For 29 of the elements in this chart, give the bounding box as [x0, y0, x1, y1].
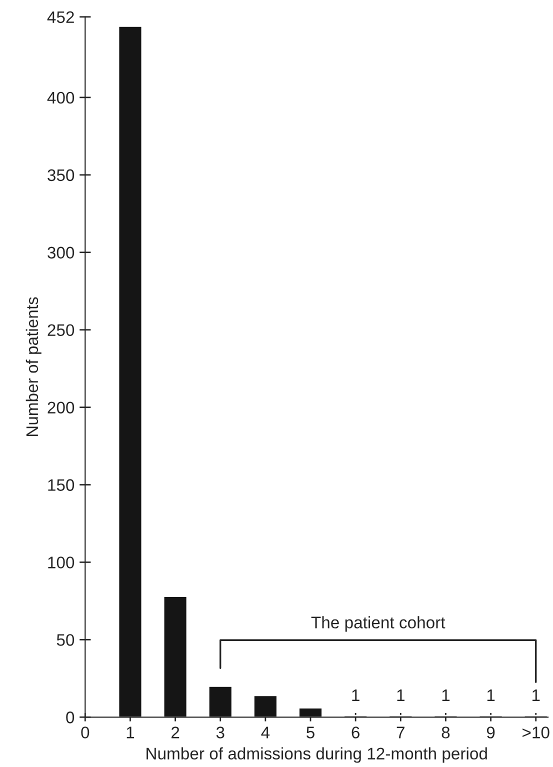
y-tick-label: 250: [48, 324, 74, 336]
x-tick-label: 0: [81, 726, 90, 738]
x-axis-title: Number of admissions during 12-month period: [146, 747, 487, 763]
x-tick-label: 7: [396, 726, 404, 738]
x-tick-label: 9: [486, 726, 495, 738]
x-tick-label: 2: [172, 726, 180, 738]
x-tick-label: >10: [522, 726, 550, 738]
annotation: The patient cohort: [311, 616, 446, 632]
y-tick-label: 300: [48, 246, 74, 259]
x-tick-label: 1: [126, 726, 134, 738]
data-label: 1: [532, 690, 540, 702]
x-tick-label: 8: [442, 726, 450, 738]
x-tick-label: 3: [216, 726, 224, 738]
x-tick-label: 5: [306, 726, 314, 738]
data-label: 1: [487, 690, 495, 702]
data-label: 1: [442, 690, 450, 702]
y-axis-title: Number of patients: [26, 297, 42, 436]
y-tick-label: 0: [66, 712, 74, 724]
data-label: 1: [397, 690, 404, 702]
y-tick-label: 150: [48, 479, 74, 491]
y-tick-label: 100: [48, 556, 74, 568]
x-tick-label: 4: [261, 726, 270, 738]
y-tick-label: 452: [47, 11, 74, 24]
y-tick-label: 50: [56, 634, 74, 646]
data-label: 1: [352, 690, 360, 702]
x-tick-label: 6: [352, 726, 360, 738]
y-tick-label: 400: [47, 92, 74, 104]
y-tick-label: 350: [48, 169, 74, 182]
y-tick-label: 200: [48, 402, 74, 414]
